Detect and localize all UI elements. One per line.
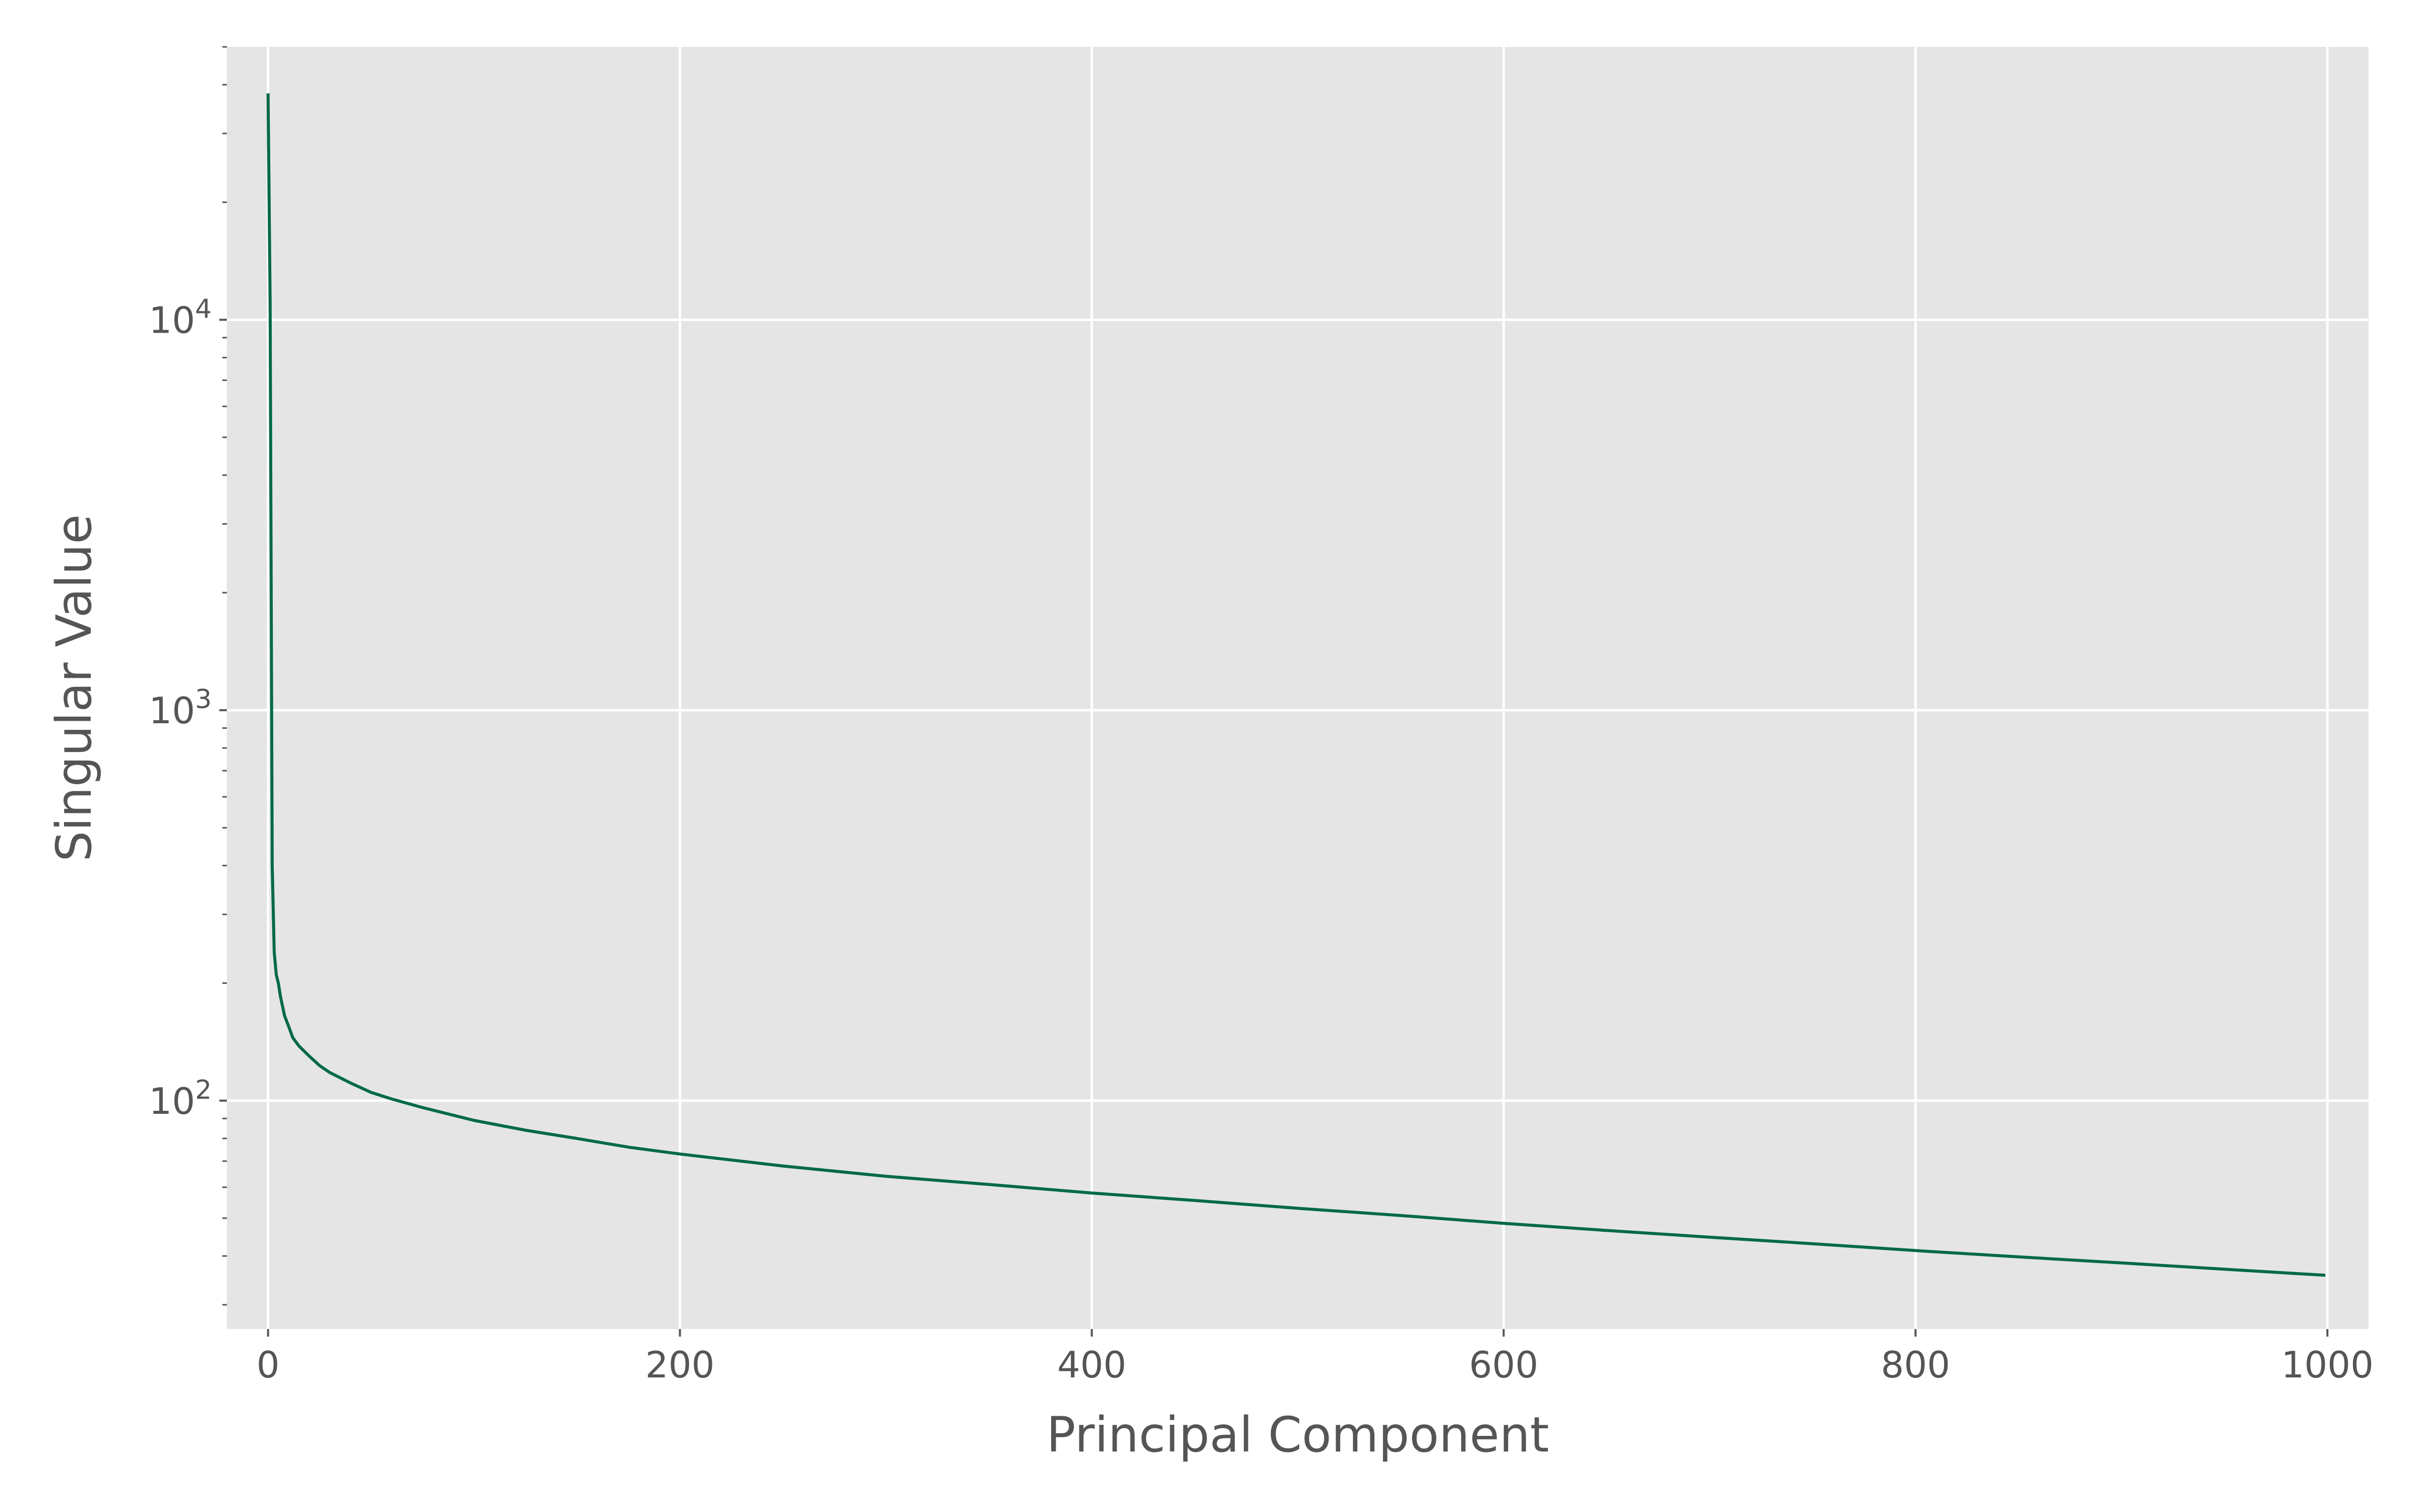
plot-background (227, 47, 2369, 1329)
series-layer (266, 93, 2326, 1277)
x-tick-label: 600 (1469, 1344, 1538, 1386)
series-line (266, 93, 2326, 1277)
x-axis-title: Principal Component (1047, 1407, 1549, 1463)
x-tick-label: 200 (645, 1344, 714, 1386)
grid-lines (227, 47, 2369, 1329)
y-axis-title: Singular Value (46, 514, 102, 861)
x-tick-label: 400 (1057, 1344, 1126, 1386)
y-tick-label: 102 (149, 1075, 212, 1122)
x-tick-label: 800 (1881, 1344, 1950, 1386)
x-tick-label: 0 (257, 1344, 280, 1386)
x-tick-label: 1000 (2281, 1344, 2374, 1386)
axis-ticks: 0 200 400 600 800 1000 102 103 104 (149, 46, 2374, 1386)
y-tick-label: 104 (149, 294, 212, 341)
y-tick-label: 103 (149, 684, 212, 732)
